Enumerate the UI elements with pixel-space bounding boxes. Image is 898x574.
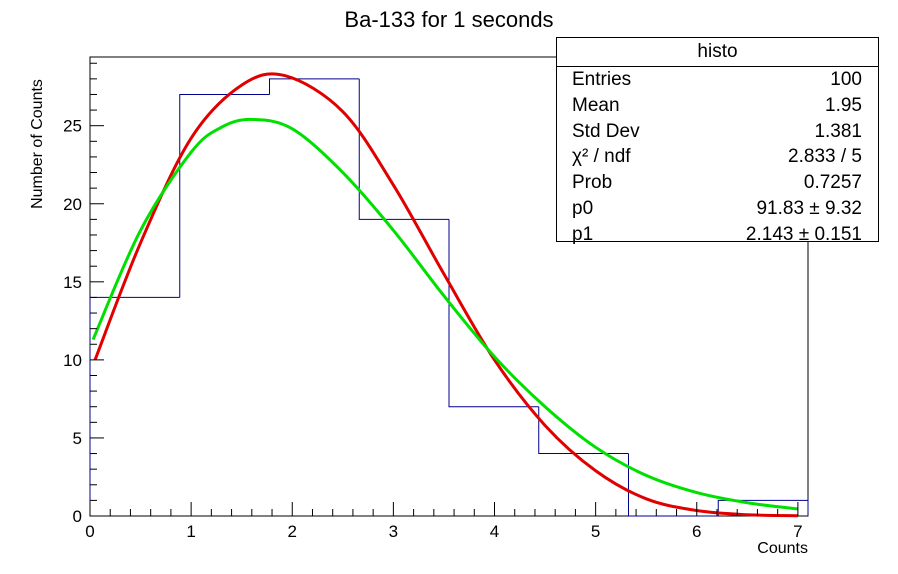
- x-tick-label: 3: [389, 522, 398, 541]
- histogram-bin: [628, 453, 719, 517]
- stats-row-p0: p0 91.83 ± 9.32: [557, 196, 878, 222]
- histogram-bin: [448, 219, 539, 408]
- stats-key: p0: [572, 197, 594, 219]
- y-tick-label: 20: [63, 195, 82, 214]
- stats-key: Std Dev: [572, 120, 640, 142]
- stats-row-stddev: Std Dev 1.381: [557, 119, 878, 145]
- stats-box: histo Entries 100 Mean 1.95 Std Dev 1.381 χ…: [556, 37, 879, 245]
- stats-key: Entries: [572, 69, 632, 90]
- stats-key: Prob: [572, 172, 613, 194]
- x-tick-label: 1: [186, 522, 195, 541]
- stats-key: p1: [572, 223, 594, 245]
- x-tick-label: 5: [591, 522, 600, 541]
- plot-frame: [89, 56, 809, 517]
- fit-curve-green: [91, 117, 799, 511]
- y-tick-label: 5: [73, 429, 82, 448]
- stats-value: 100: [830, 69, 862, 90]
- x-axis-label: Counts: [757, 540, 808, 557]
- x-tick-label: 2: [288, 522, 297, 541]
- x-tick-label: 7: [793, 522, 802, 541]
- fit-curve-red: [93, 72, 798, 518]
- y-axis-label: Number of Counts: [29, 79, 46, 209]
- y-tick-label: 0: [73, 507, 82, 526]
- stats-value: 2.143 ± 0.151: [745, 223, 862, 245]
- histogram-bin: [89, 296, 180, 516]
- histogram-bin: [269, 78, 360, 95]
- stats-row-prob: Prob 0.7257: [557, 170, 878, 196]
- stats-value: 91.83 ± 9.32: [756, 197, 862, 219]
- stats-value: 2.833 / 5: [788, 146, 862, 168]
- stats-value: 1.381: [814, 120, 862, 142]
- stats-key: Mean: [572, 94, 620, 116]
- chart-title: Ba-133 for 1 seconds: [344, 7, 554, 32]
- stats-key: χ² / ndf: [572, 146, 631, 168]
- stats-value: 0.7257: [803, 172, 862, 194]
- y-tick-label: 15: [63, 273, 82, 292]
- histogram-bin: [358, 78, 449, 220]
- stats-row-mean: Mean 1.95: [557, 93, 878, 119]
- stats-header: histo: [557, 38, 878, 67]
- stats-row-chi2: χ² / ndf 2.833 / 5: [557, 144, 878, 170]
- x-tick-label: 6: [692, 522, 701, 541]
- histogram-bin: [717, 499, 809, 516]
- histogram-bin: [538, 406, 629, 455]
- histogram-bin: [179, 93, 270, 298]
- x-tick-label: 4: [490, 522, 499, 541]
- x-tick-label: 0: [85, 522, 94, 541]
- y-tick-label: 10: [63, 351, 82, 370]
- stats-value: 1.95: [825, 94, 862, 116]
- stats-row-p1: p1 2.143 ± 0.151: [557, 222, 878, 248]
- y-tick-label: 25: [63, 117, 82, 136]
- stats-row-entries: Entries 100: [557, 67, 878, 93]
